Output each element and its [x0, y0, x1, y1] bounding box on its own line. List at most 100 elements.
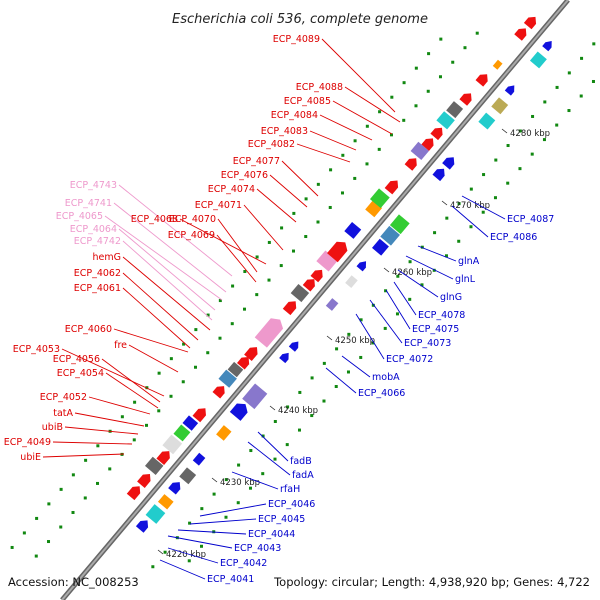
gene-label[interactable]: ECP_4065: [56, 211, 103, 222]
track-dot: [567, 109, 571, 113]
gene-label[interactable]: glnL: [455, 274, 476, 285]
label-leader: [393, 281, 417, 316]
gene-label[interactable]: mobA: [372, 372, 400, 383]
track-dot: [469, 225, 473, 229]
gene-block: [145, 504, 166, 524]
gene-label[interactable]: ECP_4066: [358, 388, 405, 399]
gene-label[interactable]: ECP_4083: [261, 126, 308, 137]
track-dot: [395, 312, 399, 316]
gene-block: [404, 158, 417, 171]
track-dot: [420, 283, 424, 287]
label-leader: [341, 355, 371, 378]
kbp-tick-mark: [157, 549, 164, 555]
gene-label[interactable]: ECP_4087: [507, 214, 554, 225]
gene-block: [126, 486, 141, 501]
gene-label[interactable]: ECP_4069: [168, 230, 215, 241]
gene-label[interactable]: ECP_4068: [131, 214, 178, 225]
label-leader: [122, 272, 199, 341]
accession-text: Accession: NC_008253: [8, 575, 139, 589]
gene-label[interactable]: ECP_4084: [271, 110, 318, 121]
gene-label[interactable]: ECP_4741: [65, 198, 112, 209]
gene-label[interactable]: fadA: [292, 470, 314, 481]
gene-label[interactable]: ECP_4089: [273, 34, 320, 45]
track-dot: [199, 544, 203, 548]
gene-label[interactable]: ECP_4060: [65, 324, 112, 335]
track-dot: [237, 463, 241, 467]
track-dot: [267, 240, 271, 244]
gene-label[interactable]: glnA: [458, 256, 480, 267]
gene-label[interactable]: ECP_4086: [490, 232, 537, 243]
track-dot: [390, 95, 394, 99]
track-dot: [316, 182, 320, 186]
gene-label[interactable]: ECP_4053: [13, 344, 60, 355]
gene-label[interactable]: ECP_4085: [284, 96, 331, 107]
track-dot: [230, 322, 234, 326]
label-leader: [332, 100, 393, 135]
gene-label[interactable]: ECP_4041: [207, 574, 254, 585]
gene-block: [478, 112, 496, 130]
gene-label[interactable]: ECP_4071: [195, 200, 242, 211]
gene-label[interactable]: ECP_4073: [404, 338, 451, 349]
gene-label[interactable]: ECP_4061: [74, 283, 121, 294]
gene-label[interactable]: ECP_4046: [268, 499, 315, 510]
gene-label[interactable]: ECP_4049: [4, 437, 51, 448]
gene-label[interactable]: ECP_4088: [296, 82, 343, 93]
label-leader: [113, 202, 227, 293]
track-dot: [310, 376, 314, 380]
gene-block: [254, 318, 284, 348]
gene-label[interactable]: ubiB: [42, 422, 63, 433]
gene-label[interactable]: ECP_4082: [248, 139, 295, 150]
gene-label[interactable]: ECP_4076: [221, 170, 268, 181]
track-dot: [531, 114, 535, 118]
gene-block: [529, 51, 547, 69]
gene-label[interactable]: ECP_4054: [57, 368, 104, 379]
track-dot: [457, 202, 461, 206]
track-dot: [187, 559, 191, 563]
gene-label[interactable]: ECP_4064: [70, 224, 117, 235]
gene-label[interactable]: ECP_4070: [169, 214, 216, 225]
gene-label[interactable]: ECP_4062: [74, 268, 121, 279]
gene-label[interactable]: glnG: [440, 292, 462, 303]
gene-label[interactable]: rfaH: [280, 484, 300, 495]
gene-label[interactable]: ECP_4042: [220, 558, 267, 569]
gene-label[interactable]: ECP_4072: [386, 354, 433, 365]
track-dot: [212, 492, 216, 496]
track-dot: [506, 144, 510, 148]
gene-label[interactable]: ubiE: [20, 452, 41, 463]
track-dot: [365, 124, 369, 128]
track-dot: [84, 458, 88, 462]
label-leader: [319, 114, 373, 141]
label-leader: [355, 313, 385, 360]
gene-label[interactable]: ECP_4052: [40, 392, 87, 403]
gene-label[interactable]: fadB: [290, 456, 312, 467]
gene-labels[interactable]: ECP_4089 ECP_4088 ECP_4085 ECP_4084 ECP_4083…: [4, 34, 555, 585]
track-dot: [10, 545, 14, 549]
label-leader: [167, 535, 233, 549]
label-leader: [281, 160, 319, 197]
gene-label[interactable]: ECP_4044: [248, 529, 295, 540]
gene-label[interactable]: fre: [114, 340, 127, 351]
track-dot: [169, 394, 173, 398]
gene-label[interactable]: ECP_4056: [53, 354, 100, 365]
track-dot: [371, 341, 375, 345]
gene-label[interactable]: ECP_4045: [258, 514, 305, 525]
gene-label[interactable]: hemG: [93, 252, 121, 263]
gene-block: [168, 482, 181, 495]
gene-label[interactable]: ECP_4077: [233, 156, 280, 167]
gene-label[interactable]: tatA: [53, 408, 73, 419]
label-leader: [325, 367, 357, 394]
label-leader: [296, 143, 351, 163]
track-dot: [47, 540, 51, 544]
gene-label[interactable]: ECP_4078: [418, 310, 465, 321]
gene-label[interactable]: ECP_4043: [234, 543, 281, 554]
gene-label[interactable]: ECP_4074: [208, 184, 255, 195]
gene-label[interactable]: ECP_4743: [70, 180, 117, 191]
gene-block: [446, 101, 464, 119]
gene-label[interactable]: ECP_4742: [74, 236, 121, 247]
label-leader: [101, 358, 161, 403]
gene-block: [523, 16, 537, 30]
label-leader: [189, 518, 257, 525]
label-leader: [179, 218, 267, 265]
gene-label[interactable]: ECP_4075: [412, 324, 459, 335]
